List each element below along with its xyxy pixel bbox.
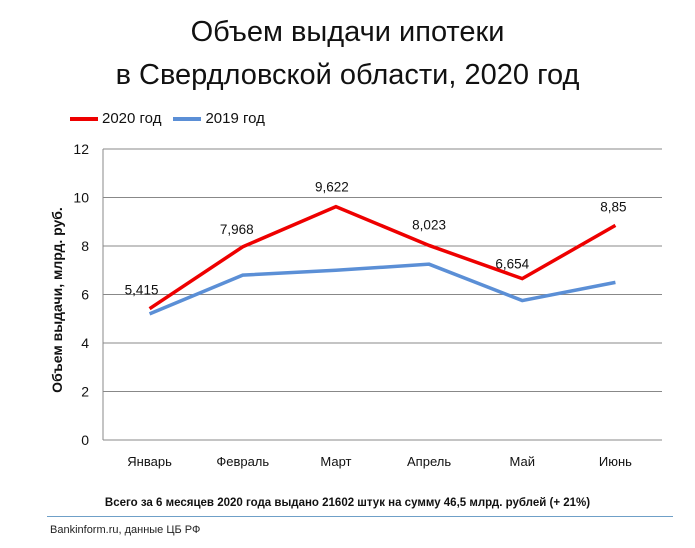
legend-label-2019: 2019 год bbox=[205, 110, 265, 127]
legend-item-2019: 2019 год bbox=[173, 110, 265, 127]
x-tick-label: Январь bbox=[127, 454, 172, 469]
x-tick-label: Июнь bbox=[599, 454, 632, 469]
x-tick-label: Апрель bbox=[407, 454, 451, 469]
x-tick-label: Февраль bbox=[216, 454, 269, 469]
y-tick-label: 4 bbox=[81, 335, 89, 351]
legend-swatch-2020 bbox=[70, 116, 98, 121]
x-tick-label: Март bbox=[320, 454, 351, 469]
y-tick-label: 8 bbox=[81, 238, 89, 254]
x-tick-label: Май bbox=[510, 454, 535, 469]
legend: 2020 год 2019 год bbox=[70, 110, 265, 127]
y-tick-label: 12 bbox=[73, 141, 89, 157]
data-label: 6,654 bbox=[495, 257, 529, 272]
data-label: 7,968 bbox=[220, 222, 254, 237]
data-label: 8,85 bbox=[600, 199, 626, 214]
y-tick-label: 10 bbox=[73, 190, 89, 206]
y-tick-label: 0 bbox=[81, 432, 89, 448]
y-tick-label: 2 bbox=[81, 384, 89, 400]
data-label: 5,415 bbox=[125, 283, 159, 298]
data-label: 9,622 bbox=[315, 180, 349, 195]
chart-title-line1: Объем выдачи ипотеки bbox=[190, 16, 505, 48]
source-divider bbox=[47, 516, 673, 517]
y-tick-label: 6 bbox=[81, 287, 89, 303]
summary-note: Всего за 6 месяцев 2020 года выдано 2160… bbox=[104, 497, 591, 509]
chart-title-line2: в Свердловской области, 2020 год bbox=[115, 59, 580, 91]
source-credit: Bankinform.ru, данные ЦБ РФ bbox=[50, 524, 201, 536]
series-line-2020-год bbox=[148, 204, 617, 311]
legend-item-2020: 2020 год bbox=[70, 110, 161, 127]
legend-swatch-2019 bbox=[173, 116, 202, 121]
series-line-2019-год bbox=[148, 262, 616, 316]
data-label: 8,023 bbox=[412, 217, 446, 232]
legend-label-2020: 2020 год bbox=[102, 110, 162, 127]
